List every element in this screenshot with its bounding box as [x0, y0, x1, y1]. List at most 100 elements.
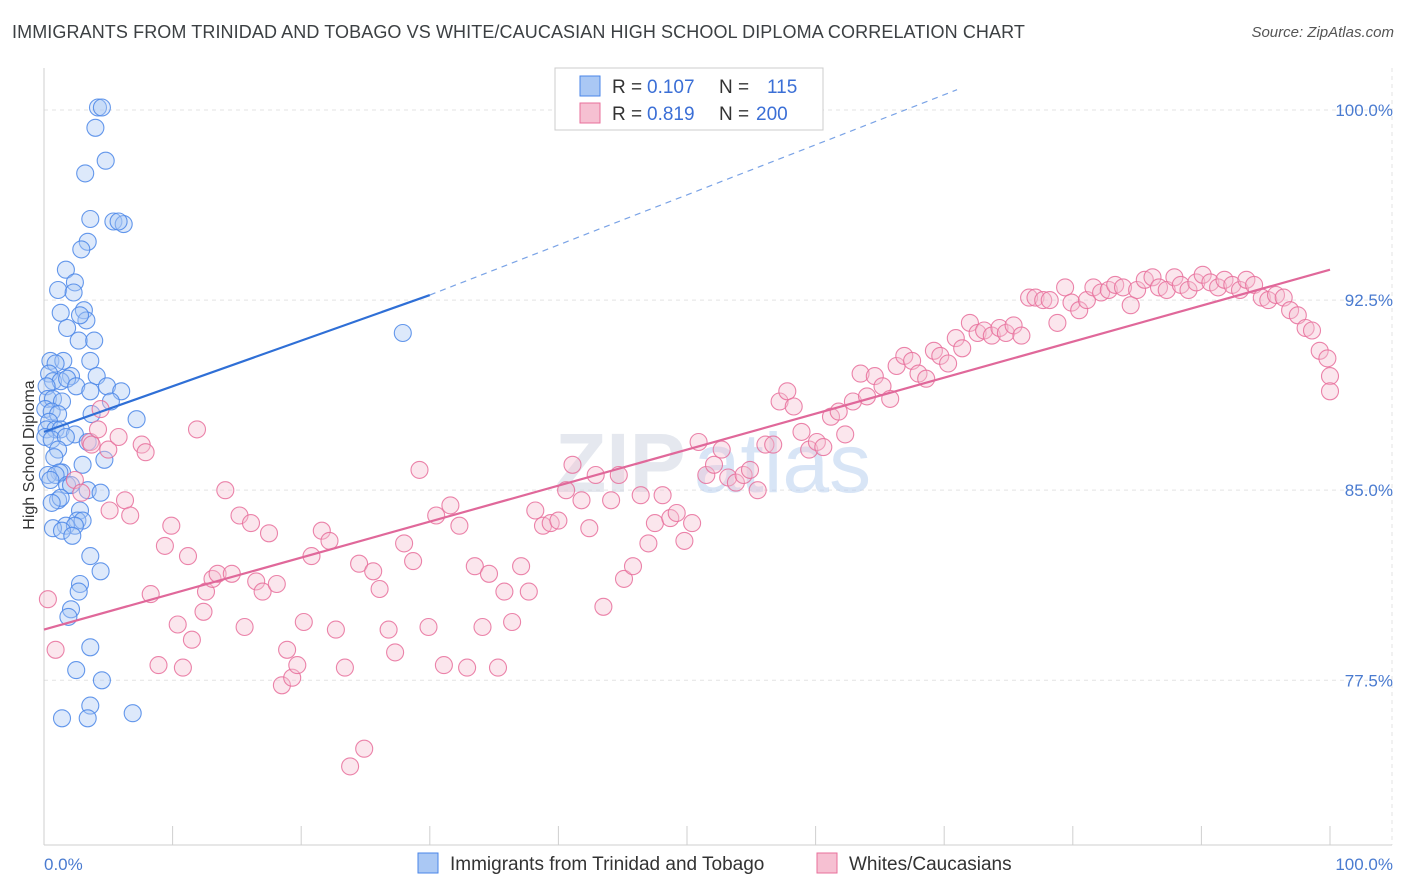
- y-tick-label-2: 92.5%: [1345, 291, 1393, 310]
- trinidad-point-78: [63, 526, 82, 545]
- trinidad-point-3: [96, 151, 115, 170]
- whites-point-45: [326, 620, 345, 639]
- whites-point-177: [1302, 321, 1322, 340]
- whites-point-160: [1179, 280, 1198, 300]
- whites-point-80: [594, 597, 613, 616]
- whites-point-62: [458, 658, 477, 677]
- whites-point-143: [1056, 278, 1075, 297]
- trinidad-point-79: [81, 547, 100, 566]
- chart-title: IMMIGRANTS FROM TRINIDAD AND TOBAGO VS W…: [12, 22, 1025, 42]
- whites-point-153: [1128, 280, 1147, 300]
- trinidad-point-0: [88, 98, 108, 117]
- whites-point-137: [1012, 326, 1031, 345]
- whites-point-180: [1320, 367, 1340, 386]
- whites-point-32: [241, 514, 261, 533]
- trinidad-point-8: [109, 212, 128, 231]
- trinidad-point-13: [49, 280, 68, 300]
- whites-point-40: [288, 656, 307, 675]
- legend-swatch-whites: [579, 102, 601, 124]
- whites-point-116: [857, 387, 877, 406]
- whites-point-145: [1070, 301, 1089, 320]
- whites-point-152: [1121, 296, 1140, 315]
- trinidad-point-46: [127, 410, 146, 429]
- whites-point-164: [1209, 278, 1228, 297]
- trinidad-point-86: [67, 661, 86, 680]
- whites-point-102: [756, 435, 775, 454]
- whites-point-46: [335, 658, 354, 677]
- axes: [43, 68, 1392, 846]
- trend-line-trinidad: [43, 293, 431, 433]
- trinidad-point-70: [42, 493, 61, 512]
- whites-point-85: [631, 486, 650, 505]
- whites-point-20: [173, 658, 192, 677]
- whites-point-19: [168, 615, 187, 634]
- whites-point-66: [488, 658, 508, 677]
- whites-point-162: [1193, 265, 1212, 284]
- whites-point-104: [770, 392, 789, 411]
- whites-point-129: [953, 339, 972, 358]
- watermark: ZIPatlas: [555, 416, 871, 510]
- legend-r-value-0: 0.107: [647, 77, 695, 98]
- trinidad-point-19: [58, 318, 77, 338]
- whites-point-0: [38, 590, 57, 609]
- whites-point-151: [1113, 278, 1133, 297]
- whites-point-41: [294, 612, 313, 632]
- trinidad-point-7: [114, 215, 133, 234]
- whites-point-8: [99, 440, 118, 459]
- whites-point-3: [72, 483, 91, 502]
- whites-point-54: [395, 534, 414, 553]
- trinidad-point-32: [67, 377, 86, 396]
- trinidad-point-35: [97, 377, 117, 396]
- trinidad-point-9: [78, 232, 97, 251]
- whites-point-106: [784, 397, 803, 416]
- trinidad-point-77: [52, 521, 72, 540]
- whites-point-63: [465, 557, 484, 576]
- whites-point-103: [764, 435, 783, 454]
- watermark-atlas: atlas: [694, 416, 871, 510]
- legend-r-label-0: R =: [612, 77, 642, 98]
- whites-point-126: [931, 346, 950, 365]
- whites-point-101: [748, 481, 767, 500]
- trinidad-point-82: [69, 582, 88, 601]
- trinidad-point-18: [70, 306, 90, 325]
- whites-point-92: [683, 514, 702, 533]
- whites-point-117: [865, 367, 884, 386]
- trinidad-point-2: [86, 118, 105, 137]
- whites-point-155: [1143, 268, 1162, 287]
- whites-point-130: [960, 313, 979, 332]
- legend-n-value-1: 200: [756, 104, 788, 125]
- whites-point-127: [939, 354, 958, 373]
- whites-point-74: [549, 511, 568, 530]
- whites-point-18: [162, 516, 181, 535]
- trinidad-point-85: [81, 638, 100, 657]
- whites-point-35: [259, 524, 279, 543]
- whites-point-31: [235, 617, 254, 637]
- whites-point-110: [814, 438, 833, 457]
- whites-point-178: [1310, 341, 1329, 360]
- trend-line-whites: [43, 268, 1331, 631]
- whites-point-86: [639, 534, 658, 553]
- whites-point-16: [149, 656, 168, 675]
- chart-source: Source: ZipAtlas.com: [1251, 24, 1394, 41]
- whites-point-50: [364, 562, 383, 581]
- legend-swatch-trinidad: [579, 75, 601, 97]
- whites-point-36: [267, 574, 286, 594]
- trinidad-point-5: [81, 209, 100, 229]
- series-whites-caucasians: [38, 265, 1340, 776]
- bottom-legend-swatch-whites: [816, 852, 838, 874]
- whites-point-56: [410, 460, 429, 479]
- x-tick-label-0: 0.0%: [44, 855, 83, 874]
- whites-point-128: [946, 329, 965, 348]
- series-trinidad-tobago: [36, 98, 412, 728]
- whites-point-107: [792, 422, 811, 441]
- whites-point-100: [740, 460, 760, 479]
- whites-point-43: [312, 521, 331, 540]
- whites-point-55: [404, 552, 423, 571]
- trinidad-point-90: [78, 709, 97, 728]
- whites-point-75: [557, 481, 576, 500]
- legend-n-label-0: N =: [719, 77, 749, 98]
- trinidad-point-62: [46, 465, 65, 485]
- whites-point-161: [1187, 273, 1206, 292]
- bottom-legend-swatch-trinidad: [417, 852, 439, 874]
- whites-point-84: [623, 557, 643, 576]
